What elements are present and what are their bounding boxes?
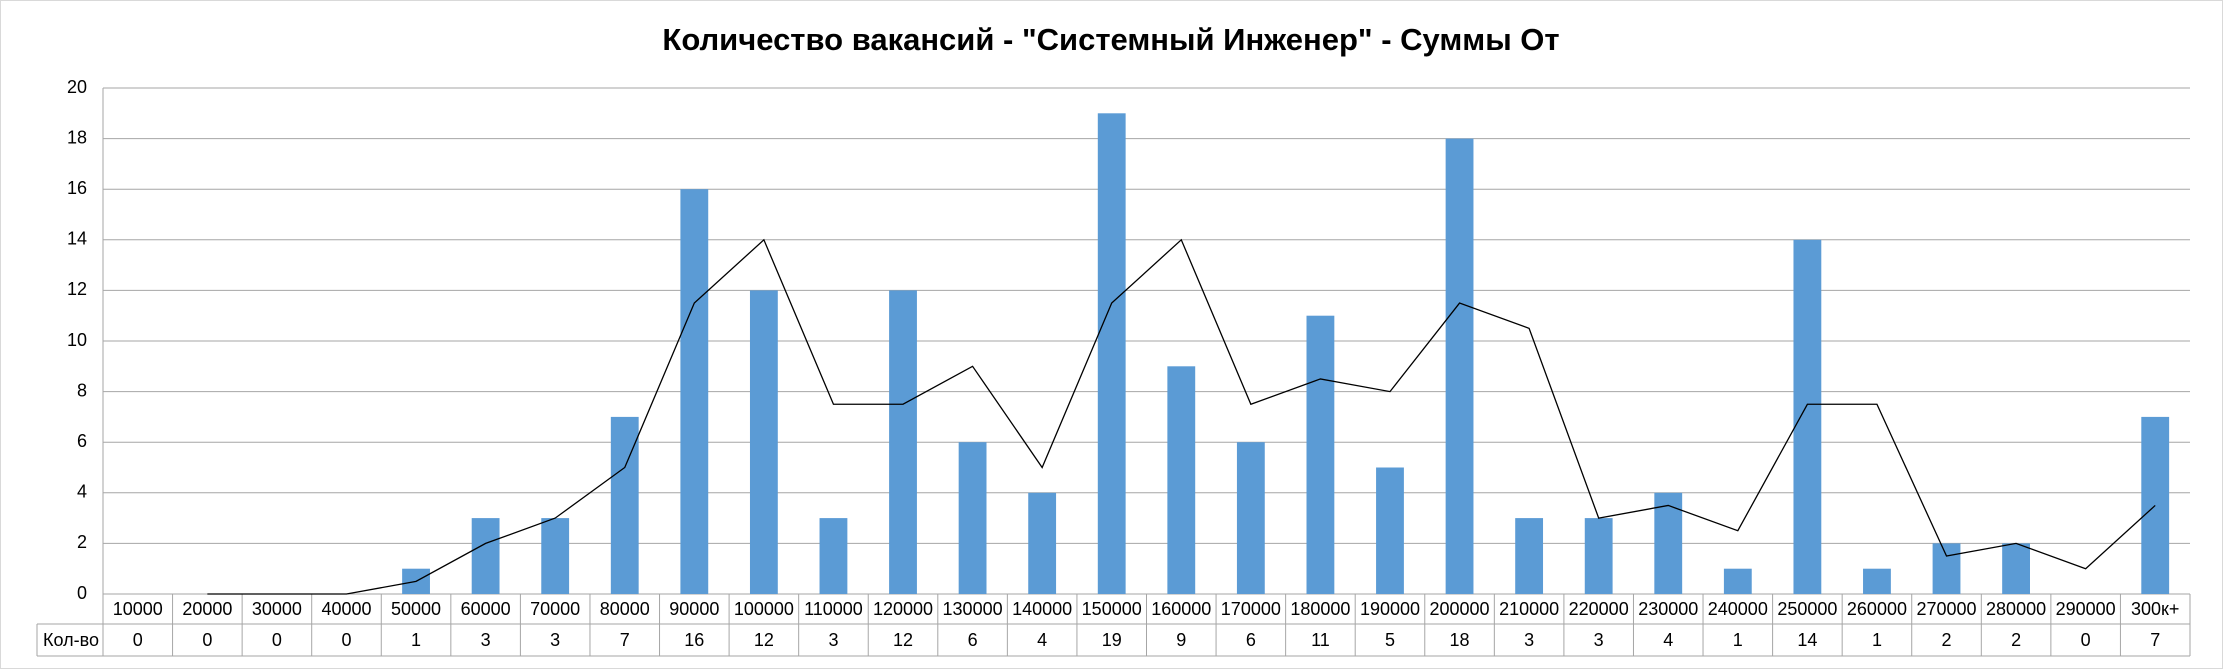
table-value: 3 xyxy=(1524,630,1534,650)
bar xyxy=(680,189,709,594)
x-tick-label: 10000 xyxy=(113,599,163,619)
x-tick-label: 190000 xyxy=(1360,599,1420,619)
table-value: 1 xyxy=(411,630,421,650)
table-value: 9 xyxy=(1176,630,1186,650)
table-value: 5 xyxy=(1385,630,1395,650)
x-tick-label: 90000 xyxy=(669,599,719,619)
y-tick-label: 0 xyxy=(77,583,87,603)
table-value: 0 xyxy=(202,630,212,650)
x-tick-label: 110000 xyxy=(804,599,863,619)
table-value: 19 xyxy=(1102,630,1122,650)
bar xyxy=(1723,568,1752,594)
table-value: 4 xyxy=(1663,630,1673,650)
x-tick-label: 280000 xyxy=(1986,599,2046,619)
trend-line xyxy=(207,238,2156,595)
table-value: 11 xyxy=(1311,630,1330,650)
table-value: 3 xyxy=(1594,630,1604,650)
bar xyxy=(1236,442,1265,594)
bar xyxy=(1793,239,1822,595)
x-tick-label: 70000 xyxy=(530,599,580,619)
bar xyxy=(1028,492,1057,594)
y-tick-label: 20 xyxy=(67,77,87,97)
bar xyxy=(2002,543,2030,594)
table-value: 6 xyxy=(1246,630,1256,650)
bar xyxy=(958,442,987,594)
x-tick-label: 30000 xyxy=(252,599,302,619)
y-tick-label: 18 xyxy=(67,127,87,147)
x-tick-label: 210000 xyxy=(1499,599,1559,619)
table-value: 12 xyxy=(893,630,913,650)
table-value: 2 xyxy=(2011,630,2021,650)
x-tick-label: 180000 xyxy=(1290,599,1350,619)
x-tick-label: 200000 xyxy=(1430,599,1490,619)
x-tick-label: 290000 xyxy=(2056,599,2116,619)
bar xyxy=(1376,467,1404,594)
x-tick-label: 260000 xyxy=(1847,599,1907,619)
bar xyxy=(471,518,500,594)
x-tick-label: 140000 xyxy=(1012,599,1072,619)
x-tick-label: 100000 xyxy=(734,599,794,619)
x-tick-label: 170000 xyxy=(1221,599,1281,619)
table-value: 3 xyxy=(828,630,838,650)
bar xyxy=(819,518,848,594)
x-tick-label: 220000 xyxy=(1569,599,1629,619)
table-value: 18 xyxy=(1450,630,1470,650)
table-value: 2 xyxy=(1942,630,1952,650)
bar xyxy=(1445,138,1474,594)
y-tick-label: 8 xyxy=(77,380,87,400)
x-tick-label: 240000 xyxy=(1708,599,1768,619)
x-tick-label: 250000 xyxy=(1777,599,1837,619)
table-value: 0 xyxy=(272,630,282,650)
table-value: 7 xyxy=(2150,630,2160,650)
table-value: 14 xyxy=(1797,630,1817,650)
table-value: 12 xyxy=(754,630,774,650)
x-tick-label: 120000 xyxy=(873,599,933,619)
x-tick-label: 80000 xyxy=(600,599,650,619)
y-tick-label: 14 xyxy=(67,229,87,249)
table-value: 0 xyxy=(2081,630,2091,650)
bar xyxy=(1167,366,1196,594)
bar xyxy=(541,518,570,594)
bar xyxy=(1654,492,1683,594)
bar xyxy=(1306,315,1335,594)
x-tick-label: 50000 xyxy=(391,599,441,619)
bar xyxy=(749,290,778,594)
x-tick-label: 60000 xyxy=(461,599,511,619)
table-value: 0 xyxy=(133,630,143,650)
x-tick-label: 160000 xyxy=(1151,599,1211,619)
bar xyxy=(1932,543,1961,594)
chart-title: Количество вакансий - "Системный Инженер… xyxy=(662,22,1559,57)
y-tick-label: 2 xyxy=(77,532,87,552)
table-value: 7 xyxy=(620,630,630,650)
y-tick-label: 6 xyxy=(77,431,87,451)
x-tick-label: 230000 xyxy=(1638,599,1698,619)
bar xyxy=(1863,568,1891,594)
table-value: 1 xyxy=(1733,630,1743,650)
table-value: 3 xyxy=(550,630,560,650)
table-value: 1 xyxy=(1872,630,1882,650)
x-tick-label: 150000 xyxy=(1082,599,1142,619)
x-tick-label: 40000 xyxy=(321,599,371,619)
y-tick-label: 12 xyxy=(67,279,87,299)
bar xyxy=(1515,518,1544,594)
x-tick-label: 270000 xyxy=(1916,599,1976,619)
x-tick-label: 300к+ xyxy=(2131,599,2179,619)
y-tick-label: 16 xyxy=(67,178,87,198)
table-value: 3 xyxy=(481,630,491,650)
x-tick-label: 130000 xyxy=(943,599,1003,619)
table-row-label: Кол-во xyxy=(43,630,99,650)
table-value: 4 xyxy=(1037,630,1047,650)
bar xyxy=(889,290,917,594)
y-tick-label: 4 xyxy=(77,482,87,502)
bar xyxy=(1584,518,1613,594)
bar xyxy=(1097,113,1126,595)
table-value: 0 xyxy=(341,630,351,650)
table-value: 16 xyxy=(684,630,704,650)
table-value: 6 xyxy=(968,630,978,650)
y-tick-label: 10 xyxy=(67,330,87,350)
x-tick-label: 20000 xyxy=(182,599,232,619)
